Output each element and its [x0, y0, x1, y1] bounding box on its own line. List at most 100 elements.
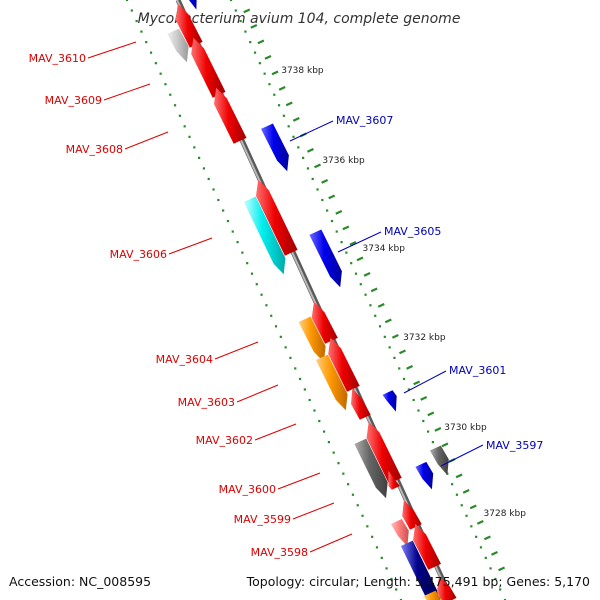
guide-dot: [361, 514, 364, 517]
guide-dot: [494, 577, 497, 581]
scale-tick: [399, 349, 406, 355]
guide-dot: [273, 93, 276, 96]
guide-dot: [388, 346, 391, 349]
guide-dot: [265, 304, 268, 307]
guide-dot: [226, 219, 230, 223]
gene-label-mav-3605[interactable]: MAV_3605: [384, 225, 441, 238]
leader-line: [292, 502, 335, 520]
guide-dot: [135, 19, 138, 23]
gene-label-mav-3603[interactable]: MAV_3603: [178, 396, 235, 409]
leader-line: [103, 83, 151, 101]
gene-label-mav-3609[interactable]: MAV_3609: [45, 94, 102, 107]
gene-arrow: [191, 37, 226, 98]
guide-dot: [306, 167, 310, 170]
gene-arrow: [243, 196, 286, 275]
gene-label-mav-3600[interactable]: MAV_3600: [219, 483, 276, 496]
gene-arrow: [354, 438, 388, 499]
leader-line: [289, 120, 334, 142]
guide-dot: [359, 283, 362, 286]
guide-dot: [125, 0, 129, 2]
leader-line: [403, 370, 447, 394]
gene-arrow: [261, 123, 289, 172]
scale-tick: [356, 256, 364, 262]
guide-dot: [371, 535, 374, 538]
gene-arrow: [436, 575, 457, 600]
guide-dot: [268, 83, 271, 86]
guide-dot: [369, 304, 372, 307]
guide-dot: [395, 588, 398, 591]
scale-tick: [469, 504, 477, 510]
scale-tick: [278, 85, 286, 91]
gene-arrow: [366, 421, 402, 484]
label-leader-lines: [87, 41, 484, 553]
scale-tick: [413, 380, 421, 386]
guide-dot: [249, 41, 252, 44]
guide-dot: [169, 93, 172, 96]
guide-dot: [239, 19, 242, 23]
gene-label-mav-3598[interactable]: MAV_3598: [251, 546, 308, 559]
scale-tick: [406, 364, 414, 370]
gene-label-mav-3604[interactable]: MAV_3604: [156, 353, 213, 366]
topology-text: Topology: circular; Length: 5,475,491 bp…: [246, 574, 590, 589]
gene-label-mav-3602[interactable]: MAV_3602: [196, 434, 253, 447]
position-label: 3728 kbp: [484, 509, 527, 519]
scale-tick: [257, 39, 265, 45]
guide-dot: [350, 262, 353, 265]
gene-arrow: [390, 519, 409, 547]
scale-tick: [335, 209, 343, 215]
scale-tick: [462, 488, 470, 494]
gene-label-mav-3610[interactable]: MAV_3610: [29, 52, 86, 65]
guide-dot: [460, 504, 463, 507]
gene-label-mav-3606[interactable]: MAV_3606: [110, 248, 167, 261]
gene-label-mav-3608[interactable]: MAV_3608: [66, 143, 123, 156]
guide-dot: [337, 462, 340, 465]
gene-arrow: [328, 337, 360, 392]
guide-dot: [426, 430, 430, 433]
scale-tick: [285, 101, 293, 107]
guide-dot: [451, 483, 454, 486]
leader-line: [87, 41, 137, 59]
gene-arrow: [298, 316, 326, 363]
gene-arrow: [214, 87, 247, 144]
scale-tick: [455, 473, 463, 479]
leader-line: [309, 533, 353, 553]
gene-label-mav-3607[interactable]: MAV_3607: [336, 114, 393, 127]
guide-dot: [385, 567, 388, 570]
position-label: 3732 kbp: [403, 333, 446, 343]
guide-dot: [298, 377, 302, 381]
scale-tick: [420, 395, 428, 401]
scale-tick: [292, 116, 300, 122]
guide-dot: [244, 30, 247, 33]
guide-dot: [217, 198, 220, 202]
guide-dot: [503, 598, 507, 600]
guide-dot: [340, 241, 343, 244]
gene-label-mav-3601[interactable]: MAV_3601: [449, 364, 506, 377]
scale-tick: [384, 318, 392, 324]
scale-tick: [250, 23, 258, 29]
scale-tick: [271, 70, 279, 76]
scale-tick: [491, 550, 498, 556]
guide-dot: [178, 114, 181, 117]
scale-tick: [264, 54, 272, 60]
position-label: 3738 kbp: [281, 66, 324, 76]
scale-tick: [306, 147, 314, 153]
gene-label-mav-3597[interactable]: MAV_3597: [486, 439, 543, 452]
gene-label-mav-3599[interactable]: MAV_3599: [234, 513, 291, 526]
guide-dot: [277, 104, 281, 107]
guide-dot: [297, 146, 300, 149]
gene-arrow: [413, 523, 441, 570]
scale-tick: [441, 442, 449, 448]
gene-arrow: [175, 3, 203, 48]
guide-dot: [154, 62, 157, 65]
guide-dot: [289, 356, 292, 359]
guide-dot: [313, 409, 316, 412]
gene-arrow: [167, 28, 189, 63]
leader-line: [236, 384, 279, 403]
guide-dot: [335, 230, 338, 233]
gene-arrow: [429, 445, 449, 476]
guide-dot: [231, 230, 234, 233]
guide-dot: [356, 504, 359, 507]
guide-dot: [173, 104, 177, 107]
guide-dot: [484, 556, 487, 559]
